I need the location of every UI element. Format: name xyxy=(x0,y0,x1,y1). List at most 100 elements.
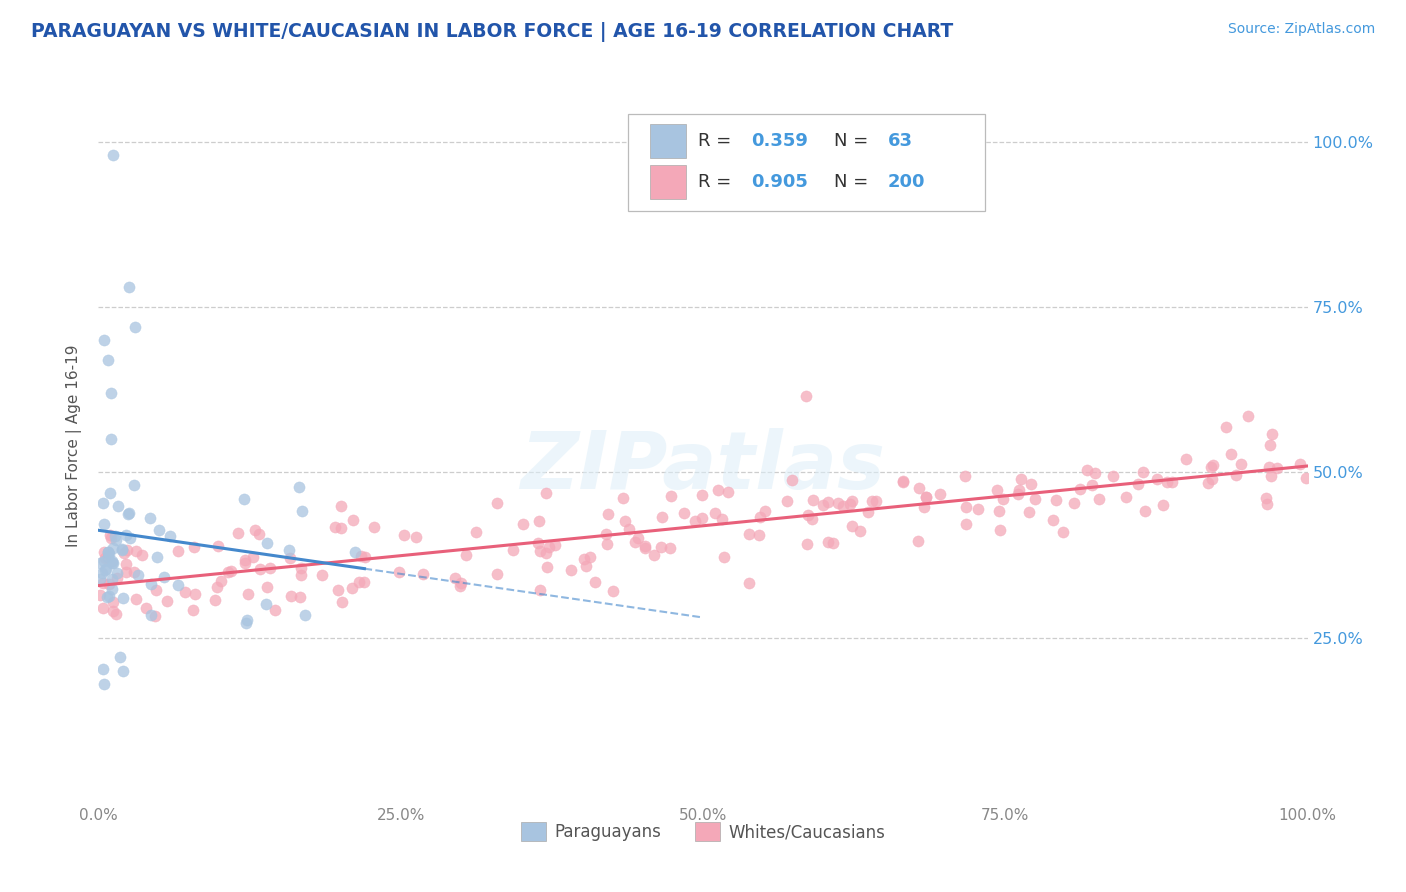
Point xyxy=(536,560,558,574)
Point xyxy=(254,597,277,611)
Point xyxy=(226,525,249,540)
Point xyxy=(796,537,818,551)
Point xyxy=(98,527,121,541)
Point xyxy=(89,556,111,570)
Point xyxy=(578,550,600,565)
Point xyxy=(122,478,145,492)
Point xyxy=(233,556,256,570)
Point xyxy=(115,566,138,580)
Point xyxy=(217,565,239,579)
Point xyxy=(97,353,120,368)
Point xyxy=(290,568,312,582)
Point xyxy=(344,544,367,558)
Point xyxy=(1084,466,1107,480)
Point xyxy=(392,527,415,541)
Point xyxy=(907,534,929,549)
Point xyxy=(1258,437,1281,451)
Point xyxy=(928,487,950,501)
Point xyxy=(1258,460,1281,475)
Point xyxy=(101,148,124,162)
Point xyxy=(166,577,188,591)
Point xyxy=(342,581,364,595)
Point xyxy=(1199,459,1222,474)
Point xyxy=(97,589,120,603)
Point xyxy=(1237,409,1260,423)
Point xyxy=(775,494,797,508)
Point xyxy=(915,490,938,504)
Point xyxy=(354,549,377,564)
Point xyxy=(754,504,776,518)
Point xyxy=(529,583,551,598)
Point xyxy=(235,615,257,630)
Point xyxy=(617,522,640,536)
Point xyxy=(347,574,370,589)
Point xyxy=(94,562,117,576)
Point xyxy=(184,586,207,600)
Point xyxy=(93,545,115,559)
Point xyxy=(703,506,725,520)
Point xyxy=(238,587,260,601)
Point xyxy=(912,500,935,514)
Point xyxy=(1201,472,1223,486)
Point xyxy=(1019,477,1042,491)
Point xyxy=(330,595,353,609)
Point xyxy=(388,565,411,579)
Point xyxy=(634,539,657,553)
Point xyxy=(502,543,524,558)
Y-axis label: In Labor Force | Age 16-19: In Labor Force | Age 16-19 xyxy=(66,344,83,548)
Point xyxy=(583,575,606,590)
Point xyxy=(159,528,181,542)
Point xyxy=(249,562,271,576)
Point xyxy=(672,506,695,520)
Point xyxy=(627,532,650,546)
Point xyxy=(329,499,352,513)
Point xyxy=(93,495,115,509)
Point xyxy=(801,493,824,508)
Point xyxy=(1295,471,1317,485)
Text: Source: ZipAtlas.com: Source: ZipAtlas.com xyxy=(1227,22,1375,37)
Point xyxy=(209,574,232,588)
Point xyxy=(139,511,162,525)
Point xyxy=(659,489,682,503)
Point xyxy=(1289,457,1312,471)
Point xyxy=(174,585,197,599)
Point xyxy=(1024,492,1046,507)
Point xyxy=(839,497,862,511)
Text: R =: R = xyxy=(699,173,737,191)
Point xyxy=(831,500,853,514)
Point xyxy=(107,499,129,513)
Point xyxy=(350,549,373,563)
Point xyxy=(342,513,364,527)
Point xyxy=(100,557,122,571)
Point xyxy=(118,280,141,294)
Point xyxy=(100,531,122,545)
Point xyxy=(865,494,887,508)
Point xyxy=(288,480,311,494)
Point xyxy=(544,538,567,552)
Point xyxy=(512,516,534,531)
Point xyxy=(91,662,114,676)
Point xyxy=(572,551,595,566)
Point xyxy=(634,541,657,556)
Point xyxy=(658,541,681,555)
Point xyxy=(464,524,486,539)
Point xyxy=(1156,475,1178,490)
Point xyxy=(290,561,312,575)
Point xyxy=(841,518,863,533)
Point xyxy=(823,535,845,549)
Point xyxy=(1261,426,1284,441)
Point xyxy=(817,534,839,549)
Point xyxy=(1215,420,1237,434)
Point xyxy=(534,546,557,560)
Legend: Paraguayans, Whites/Caucasians: Paraguayans, Whites/Caucasians xyxy=(515,815,891,848)
Point xyxy=(690,510,713,524)
Point xyxy=(595,527,617,541)
Point xyxy=(101,541,124,556)
Point xyxy=(131,549,153,563)
Point xyxy=(1197,475,1219,490)
Point xyxy=(612,491,634,505)
Point xyxy=(794,389,817,403)
Point xyxy=(97,550,120,565)
Point xyxy=(1254,491,1277,505)
Point xyxy=(683,514,706,528)
